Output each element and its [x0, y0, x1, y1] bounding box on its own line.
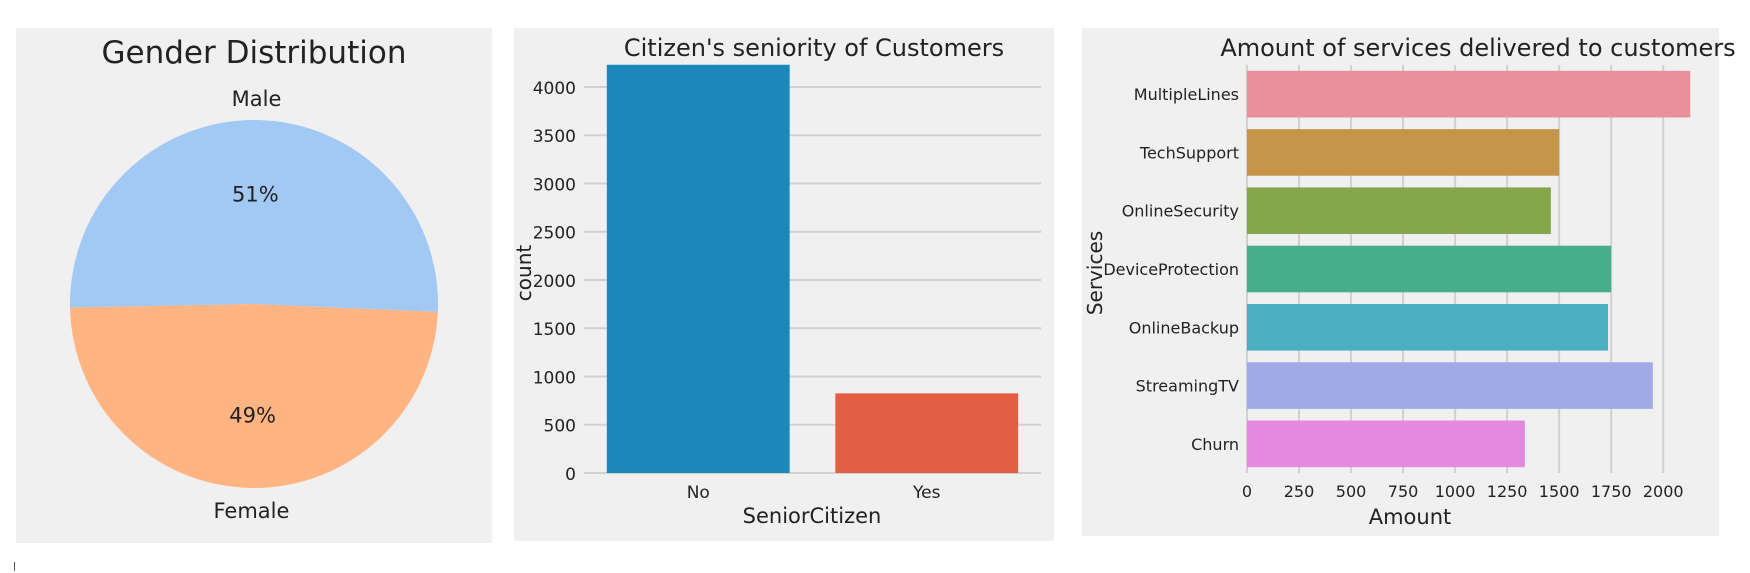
- bar-yes: [835, 393, 1019, 473]
- x-tick-label: 500: [1336, 482, 1367, 501]
- bar-no: [606, 64, 790, 474]
- y-tick-label: 4000: [533, 79, 576, 99]
- bar-churn: [1247, 420, 1525, 468]
- gender-pie-chart: Gender Distribution Male 51% Female 49%: [69, 35, 439, 523]
- y-axis-label: count: [512, 245, 536, 302]
- stray-tick: [14, 562, 15, 571]
- y-tick-label: 3500: [533, 127, 576, 147]
- y-tick-label: MultipleLines: [1134, 85, 1239, 104]
- bar-streamingtv: [1247, 362, 1653, 409]
- x-tick-label: 1500: [1539, 482, 1580, 501]
- y-tick-label: Churn: [1191, 435, 1239, 454]
- x-tick-label: 1000: [1435, 482, 1476, 501]
- x-tick-label: 1750: [1591, 482, 1632, 501]
- y-tick-label: 2000: [533, 272, 576, 292]
- x-tick-label: 750: [1388, 482, 1419, 501]
- bar-multiplelines: [1247, 70, 1691, 118]
- pie-label: Female: [214, 499, 290, 523]
- bar-deviceprotection: [1247, 245, 1612, 293]
- pie-slice-female: [70, 304, 438, 488]
- y-tick-label: StreamingTV: [1136, 377, 1239, 396]
- chart-title: Gender Distribution: [102, 35, 407, 71]
- x-tick-label: 2000: [1643, 482, 1684, 501]
- y-tick-label: 2500: [533, 224, 576, 244]
- senior-citizen-bar-chart: Citizen's seniority of Customers 0 500 100…: [512, 34, 1041, 528]
- pie-label: Male: [232, 87, 282, 111]
- y-tick-label: 3000: [533, 175, 576, 195]
- x-tick-label: 1250: [1487, 482, 1528, 501]
- pie-pct-label: 51%: [232, 183, 279, 207]
- y-tick-label: 500: [544, 417, 576, 437]
- x-tick-label: 0: [1242, 482, 1252, 501]
- services-hbar-chart: Amount of services delivered to customer…: [1083, 34, 1736, 529]
- x-tick-label: No: [687, 483, 710, 503]
- x-axis-label: Amount: [1369, 505, 1452, 529]
- chart-title: Amount of services delivered to customer…: [1220, 34, 1735, 62]
- x-tick-label: 250: [1284, 482, 1315, 501]
- y-tick-label: 1500: [533, 320, 576, 340]
- pie-slice-male: [69, 119, 439, 313]
- y-tick-label: OnlineSecurity: [1122, 202, 1239, 221]
- y-axis-label: Services: [1083, 231, 1107, 315]
- y-tick-label: TechSupport: [1139, 143, 1239, 162]
- bar-techsupport: [1247, 129, 1560, 176]
- x-axis-label: SeniorCitizen: [743, 504, 882, 528]
- y-tick-label: 1000: [533, 368, 576, 388]
- gender-pie-panel: Gender Distribution Male 51% Female 49%: [16, 28, 492, 543]
- y-tick-label: 0: [565, 465, 576, 485]
- senior-citizen-bar-panel: Citizen's seniority of Customers 0 500 100…: [512, 28, 1054, 541]
- pie-pct-label: 49%: [229, 403, 276, 427]
- y-tick-label: OnlineBackup: [1129, 318, 1239, 337]
- bar-onlinesecurity: [1247, 187, 1551, 235]
- chart-title: Citizen's seniority of Customers: [624, 34, 1004, 62]
- services-bar-panel: Amount of services delivered to customer…: [1082, 28, 1736, 536]
- bar-onlinebackup: [1247, 303, 1609, 351]
- x-tick-label: Yes: [912, 483, 941, 503]
- y-tick-label: DeviceProtection: [1103, 260, 1239, 279]
